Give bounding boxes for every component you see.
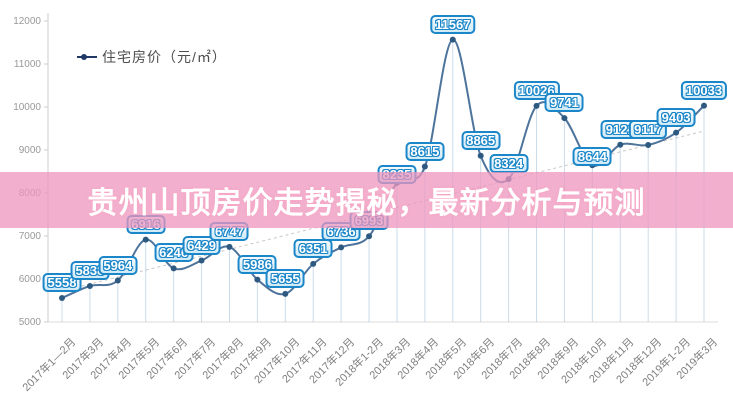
data-point-marker <box>254 276 261 283</box>
data-point-marker <box>673 129 680 136</box>
data-point-marker <box>421 163 428 170</box>
headline-banner: 贵州山顶房价走势揭秘，最新分析与预测 <box>0 172 733 228</box>
legend-line-marker-icon <box>77 54 97 60</box>
y-axis-label: 5000 <box>19 317 42 328</box>
headline-title: 贵州山顶房价走势揭秘，最新分析与预测 <box>87 187 646 220</box>
data-point-marker <box>114 277 121 284</box>
data-point-marker <box>226 243 233 250</box>
data-point-marker <box>310 260 317 267</box>
chart-legend: 住宅房价（元/㎡） <box>76 47 227 67</box>
y-axis-label: 12000 <box>13 16 41 27</box>
data-point-marker <box>617 141 624 148</box>
data-point-marker <box>533 102 540 109</box>
y-axis-label: 11000 <box>14 59 42 70</box>
data-point-marker <box>338 244 345 251</box>
data-point-marker <box>701 102 707 109</box>
data-point-marker <box>561 115 568 122</box>
data-point-marker <box>282 290 289 297</box>
y-axis-label: 10000 <box>13 102 41 113</box>
data-point-marker <box>589 162 596 169</box>
data-point-marker <box>449 36 456 43</box>
data-point-marker <box>645 141 652 148</box>
y-axis-label: 6000 <box>19 274 42 285</box>
data-point-marker <box>198 257 205 264</box>
data-point-marker <box>86 282 93 289</box>
y-axis-label: 7000 <box>19 231 42 242</box>
data-point-marker <box>477 152 484 159</box>
price-line <box>61 38 705 299</box>
y-axis-label: 9000 <box>19 145 42 156</box>
data-point-marker <box>59 295 65 302</box>
data-point-marker <box>142 236 149 243</box>
data-point-marker <box>366 233 373 240</box>
legend-label: 住宅房价（元/㎡） <box>102 49 227 65</box>
data-point-marker <box>170 265 177 272</box>
